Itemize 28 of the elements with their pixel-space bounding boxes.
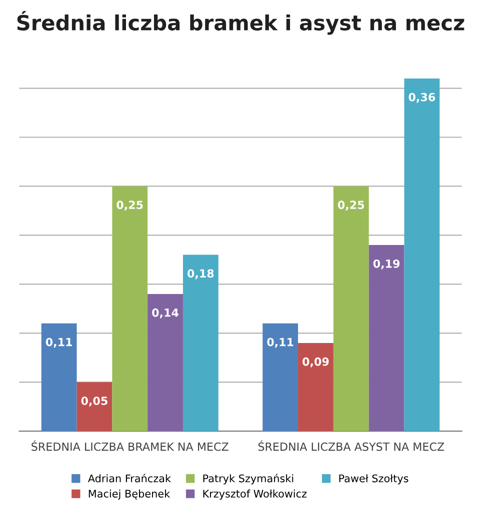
data-label: 0,09: [302, 357, 329, 368]
bar: [404, 78, 440, 432]
data-label: 0,25: [116, 200, 143, 210]
legend-label: Maciej Bębenek: [88, 490, 170, 500]
bar: [262, 323, 298, 432]
legend-label: Paweł Szołtys: [339, 474, 408, 484]
data-label: 0,11: [267, 338, 294, 348]
data-label: 0,05: [81, 396, 108, 406]
x-tick-label: ŚREDNIA LICZBA ASYST NA MECZ: [258, 440, 444, 451]
bar: [76, 382, 112, 432]
bar: [298, 342, 334, 432]
legend-label: Krzysztof Wołkowicz: [203, 490, 307, 500]
data-label: 0,36: [408, 92, 436, 103]
bar: [41, 323, 77, 432]
legend-label: Patryk Szymański: [203, 474, 294, 484]
data-label: 0,14: [152, 308, 178, 318]
legend-label: Adrian Frańczak: [88, 474, 171, 482]
bar: [182, 254, 218, 432]
bar: [333, 186, 369, 432]
data-label: 0,11: [46, 338, 72, 348]
x-tick-label: ŚREDNIA LICZBA BRAMEK NA MECZ: [32, 440, 228, 451]
data-label: 0,19: [373, 259, 400, 270]
data-label: 0,25: [338, 200, 364, 210]
bar: [368, 245, 404, 432]
bar: [148, 294, 183, 432]
chart-title: Średnia liczba bramek i asyst na mecz: [17, 11, 464, 35]
data-label: 0,18: [188, 269, 214, 280]
bar: [112, 186, 148, 432]
